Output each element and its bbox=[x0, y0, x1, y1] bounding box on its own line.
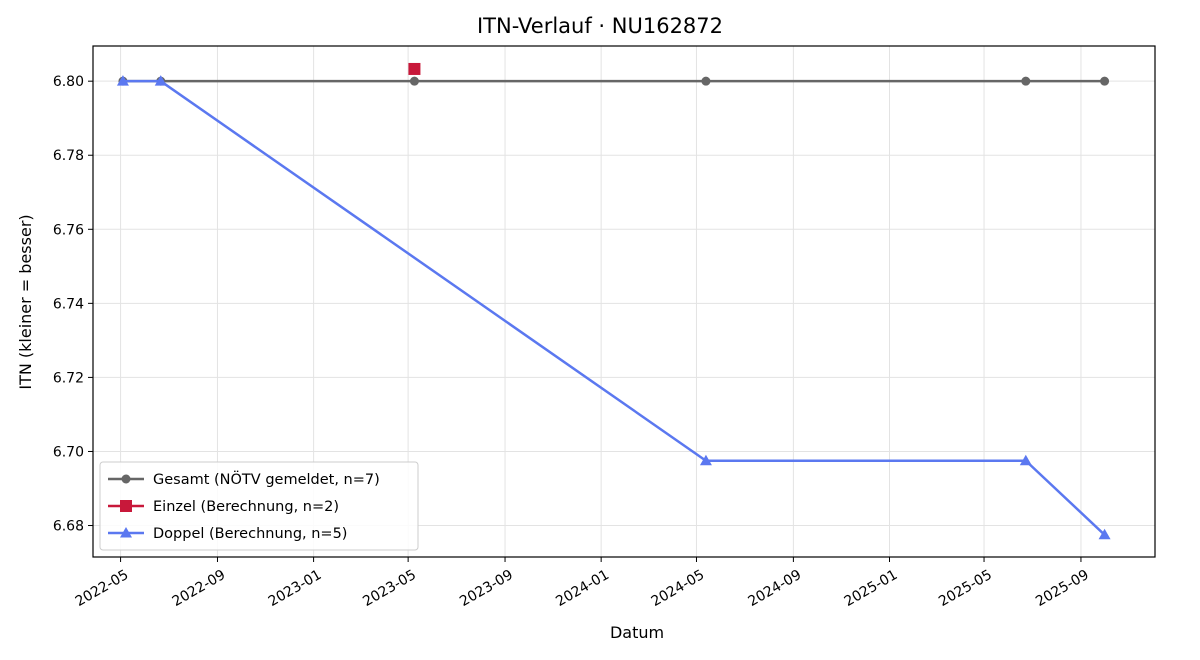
data-point bbox=[120, 500, 132, 512]
x-tick-label: 2024-09 bbox=[746, 567, 805, 610]
plot-frame bbox=[92, 45, 1156, 558]
data-point bbox=[116, 75, 129, 86]
y-tick-label: 6.78 bbox=[53, 148, 84, 164]
x-tick-label: 2022-09 bbox=[170, 567, 229, 610]
legend-label: Gesamt (NÖTV gemeldet, n=7) bbox=[153, 470, 380, 488]
legend-label: Einzel (Berechnung, n=2) bbox=[153, 499, 339, 515]
x-tick-label: 2023-01 bbox=[266, 567, 325, 610]
grid bbox=[93, 46, 1155, 557]
series-layer bbox=[116, 62, 1111, 540]
data-point bbox=[1100, 76, 1110, 86]
data-point bbox=[699, 454, 712, 466]
y-tick-label: 6.72 bbox=[53, 370, 84, 386]
legend-item: Einzel (Berechnung, n=2) bbox=[108, 499, 339, 515]
x-tick-label: 2025-05 bbox=[936, 567, 995, 610]
legend-label: Doppel (Berechnung, n=5) bbox=[153, 526, 347, 542]
y-tick-label: 6.70 bbox=[53, 444, 84, 460]
y-tick-label: 6.76 bbox=[53, 222, 84, 238]
data-point bbox=[121, 474, 131, 484]
data-point bbox=[1019, 454, 1032, 466]
data-point bbox=[120, 527, 132, 538]
data-point bbox=[701, 76, 711, 86]
y-tick-label: 6.74 bbox=[53, 296, 84, 312]
y-tick-label: 6.80 bbox=[53, 74, 84, 90]
data-point bbox=[154, 75, 167, 86]
x-tick-label: 2022-05 bbox=[73, 567, 132, 610]
legend-item: Gesamt (NÖTV gemeldet, n=7) bbox=[108, 470, 380, 488]
x-tick-label: 2025-09 bbox=[1033, 567, 1092, 610]
x-tick-label: 2023-05 bbox=[360, 567, 419, 610]
x-tick-label: 2024-01 bbox=[553, 567, 612, 610]
y-axis-label: ITN (kleiner = besser) bbox=[16, 214, 35, 389]
data-point bbox=[1021, 76, 1031, 86]
legend: Gesamt (NÖTV gemeldet, n=7) Einzel (Berec… bbox=[99, 461, 419, 551]
chart-title: ITN-Verlauf · NU162872 bbox=[476, 14, 724, 38]
x-tick-label: 2023-09 bbox=[457, 567, 516, 610]
data-point bbox=[409, 76, 419, 86]
series-1 bbox=[118, 76, 1110, 86]
x-tick-label: 2024-05 bbox=[649, 567, 708, 610]
legend-box bbox=[99, 461, 419, 551]
legend-item: Doppel (Berechnung, n=5) bbox=[108, 526, 347, 542]
series-3 bbox=[116, 75, 1111, 540]
series-2 bbox=[408, 62, 421, 75]
data-point bbox=[1098, 528, 1111, 540]
y-tick-label: 6.68 bbox=[53, 519, 84, 535]
data-point bbox=[408, 62, 421, 75]
x-axis-label: Datum bbox=[610, 623, 664, 642]
x-tick-label: 2025-01 bbox=[842, 567, 901, 610]
